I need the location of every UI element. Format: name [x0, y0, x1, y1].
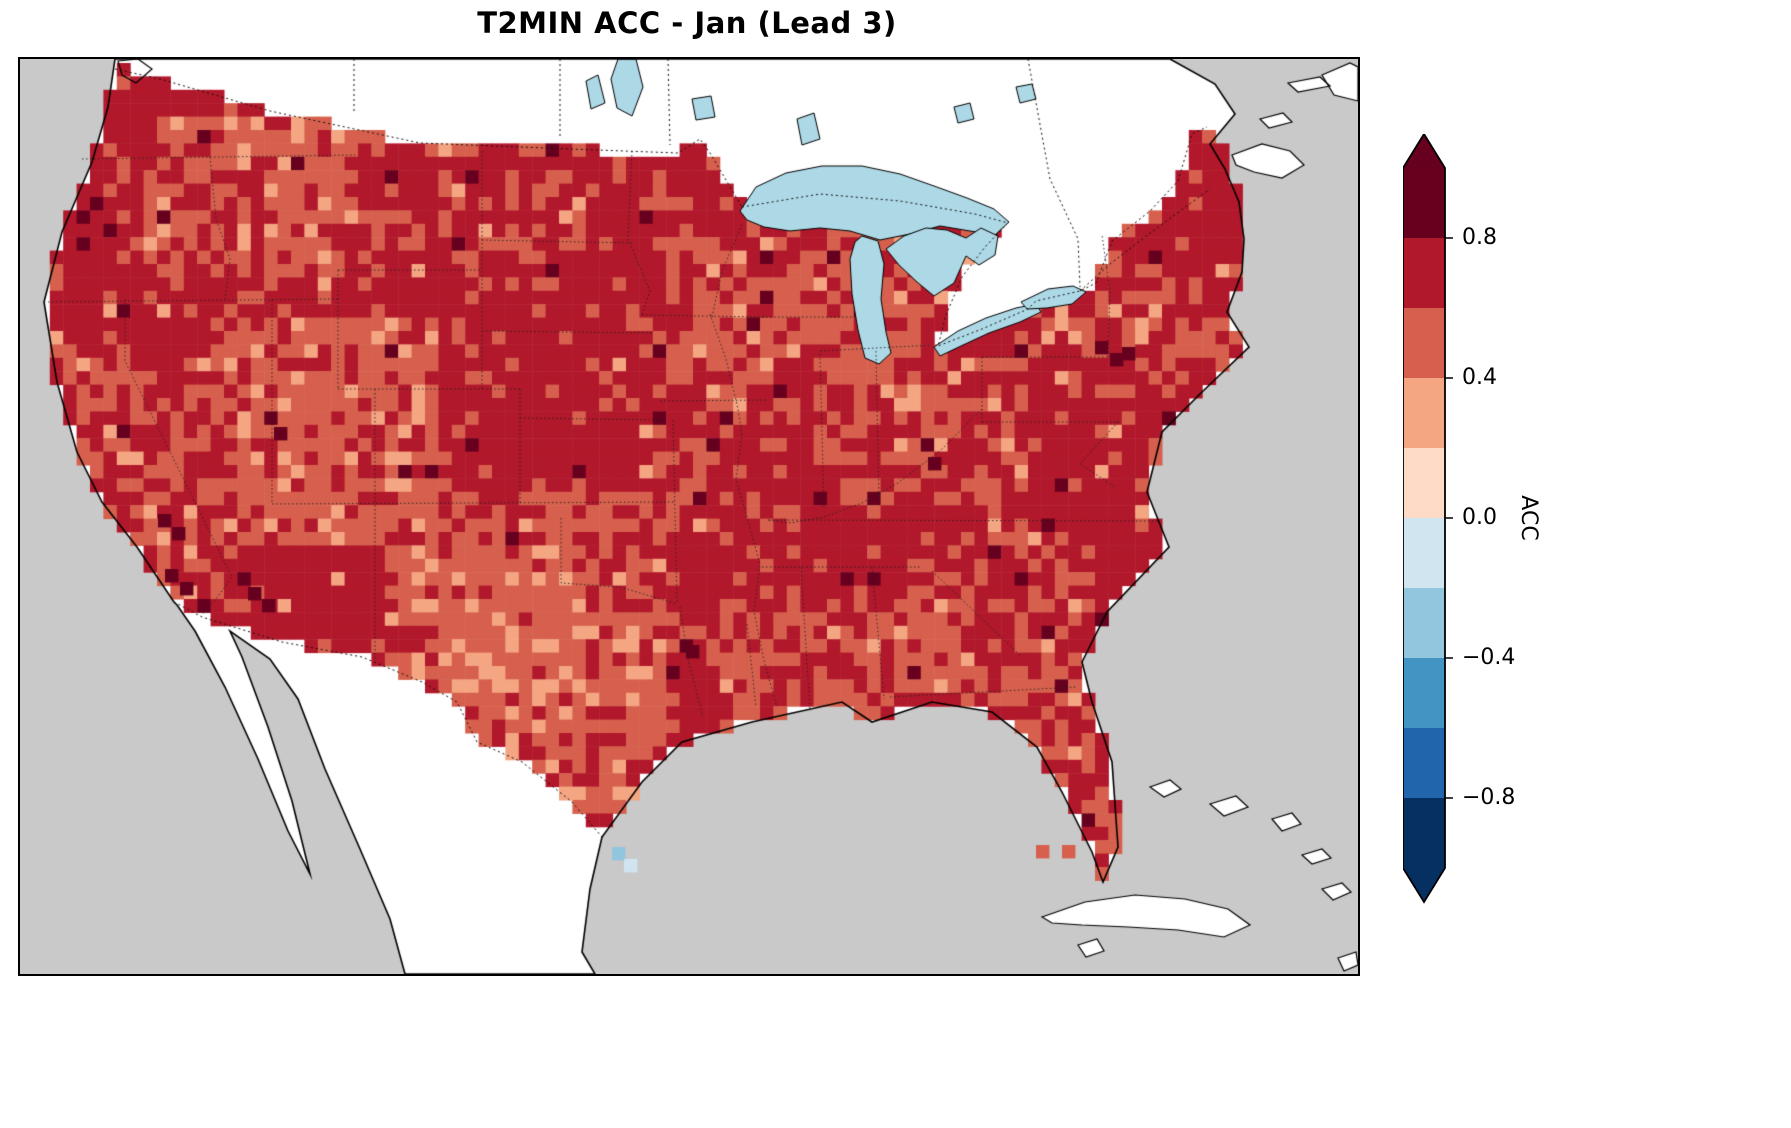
colorbar-tick-label: −0.4: [1462, 645, 1516, 670]
colorbar-tick-label: 0.4: [1462, 365, 1497, 390]
colorbar: [1403, 134, 1453, 904]
colorbar-tick-label: −0.8: [1462, 785, 1516, 810]
colorbar-tick-label: 0.0: [1462, 505, 1497, 530]
colorbar-tick-label: 0.8: [1462, 225, 1497, 250]
us-acc-heatmap: [20, 59, 1358, 974]
colorbar-axis-label: ACC: [1516, 495, 1541, 541]
map-axes: [18, 57, 1360, 976]
chart-title: T2MIN ACC - Jan (Lead 3): [477, 6, 897, 40]
